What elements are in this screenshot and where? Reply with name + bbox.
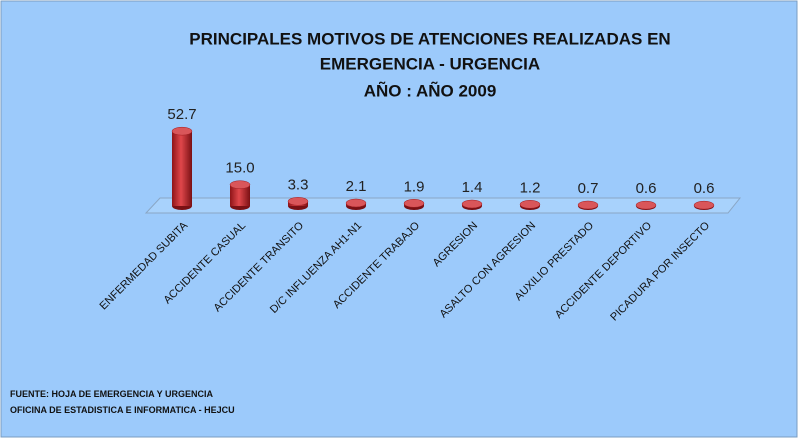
bar-top [577, 200, 599, 210]
value-label: 15.0 [225, 160, 254, 177]
bar-top [229, 180, 251, 189]
bar-top [171, 126, 193, 136]
bar-top [461, 199, 483, 209]
value-label: 0.7 [578, 180, 599, 197]
bar-top [345, 198, 367, 208]
source: OFICINA DE ESTADISTICA E INFORMATICA - H… [10, 405, 235, 415]
value-label: 3.3 [288, 176, 309, 193]
value-label: 1.4 [462, 179, 483, 196]
chart-title: PRINCIPALES MOTIVOS DE ATENCIONES REALIZ… [189, 29, 670, 48]
value-label: 2.1 [346, 178, 367, 195]
value-label: 1.2 [520, 179, 541, 196]
chart-title: AÑO : AÑO 2009 [364, 80, 497, 100]
bar-top [635, 200, 657, 210]
chart-title: EMERGENCIA - URGENCIA [320, 54, 540, 73]
bar [230, 184, 250, 206]
value-label: 1.9 [404, 178, 425, 195]
bar-top [519, 200, 541, 209]
bar [172, 131, 192, 206]
bar-top [287, 197, 309, 206]
value-label: 52.7 [167, 106, 196, 123]
bar-top [693, 200, 715, 210]
value-label: 0.6 [636, 180, 657, 197]
bar-top [403, 199, 425, 208]
source: FUENTE: HOJA DE EMERGENCIA Y URGENCIA [10, 389, 214, 399]
value-label: 0.6 [694, 180, 715, 197]
